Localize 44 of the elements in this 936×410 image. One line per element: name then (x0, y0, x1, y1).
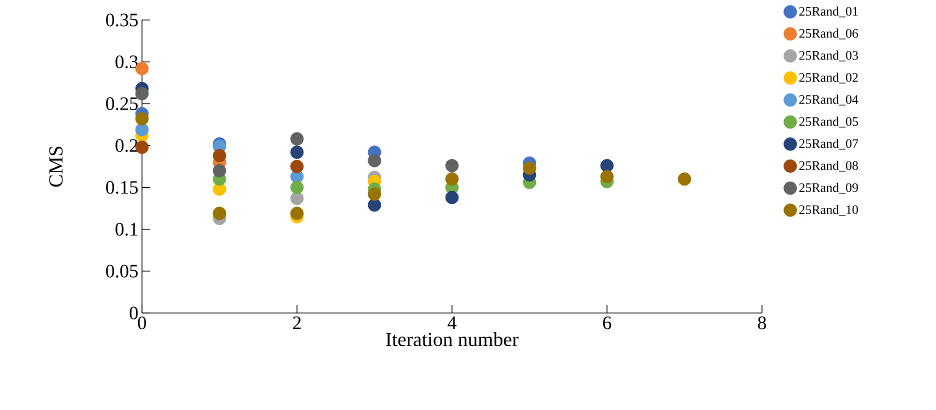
point (290, 180, 304, 194)
legend-label: 25Rand_08 (799, 160, 858, 172)
legend-label: 25Rand_10 (799, 204, 858, 216)
point (445, 172, 459, 186)
x-axis-title: Iteration number (386, 332, 519, 346)
point (290, 132, 304, 146)
legend-label: 25Rand_01 (799, 6, 858, 18)
point (678, 172, 692, 186)
point (368, 187, 382, 201)
legend-label: 25Rand_02 (799, 72, 858, 84)
x-tick-label: 8 (758, 316, 766, 330)
point (290, 146, 304, 159)
legend-label: 25Rand_09 (799, 182, 858, 194)
y-tick-label: 0 (130, 306, 138, 320)
y-tick-label: 0.1 (116, 222, 138, 236)
y-tick-label: 0.05 (106, 264, 138, 278)
point (368, 198, 382, 212)
point (290, 192, 304, 205)
point (600, 170, 614, 184)
legend-label: 25Rand_05 (799, 116, 858, 128)
point (522, 162, 536, 175)
x-tick-label: 0 (138, 316, 146, 330)
legend-label: 25Rand_04 (799, 94, 858, 106)
legend-label: 25Rand_03 (799, 50, 858, 62)
point (445, 190, 459, 204)
point (212, 206, 226, 220)
point (290, 160, 304, 174)
x-tick-label: 2 (293, 316, 301, 330)
y-tick-label: 0.3 (116, 55, 138, 68)
x-tick-label: 4 (448, 316, 456, 329)
point (445, 158, 459, 172)
y-tick-label: 0.25 (106, 97, 138, 110)
point (212, 148, 226, 162)
point (135, 112, 149, 126)
x-tick-label: 6 (603, 316, 612, 330)
point (290, 206, 304, 220)
point (212, 164, 226, 178)
legend-label: 25Rand_06 (799, 28, 858, 40)
point (368, 154, 382, 168)
y-tick-label: 0.35 (106, 14, 138, 26)
legend-label: 25Rand_07 (799, 138, 858, 150)
point (600, 158, 614, 172)
y-axis-title: CMS (49, 146, 63, 187)
y-tick-label: 0.15 (106, 181, 138, 194)
